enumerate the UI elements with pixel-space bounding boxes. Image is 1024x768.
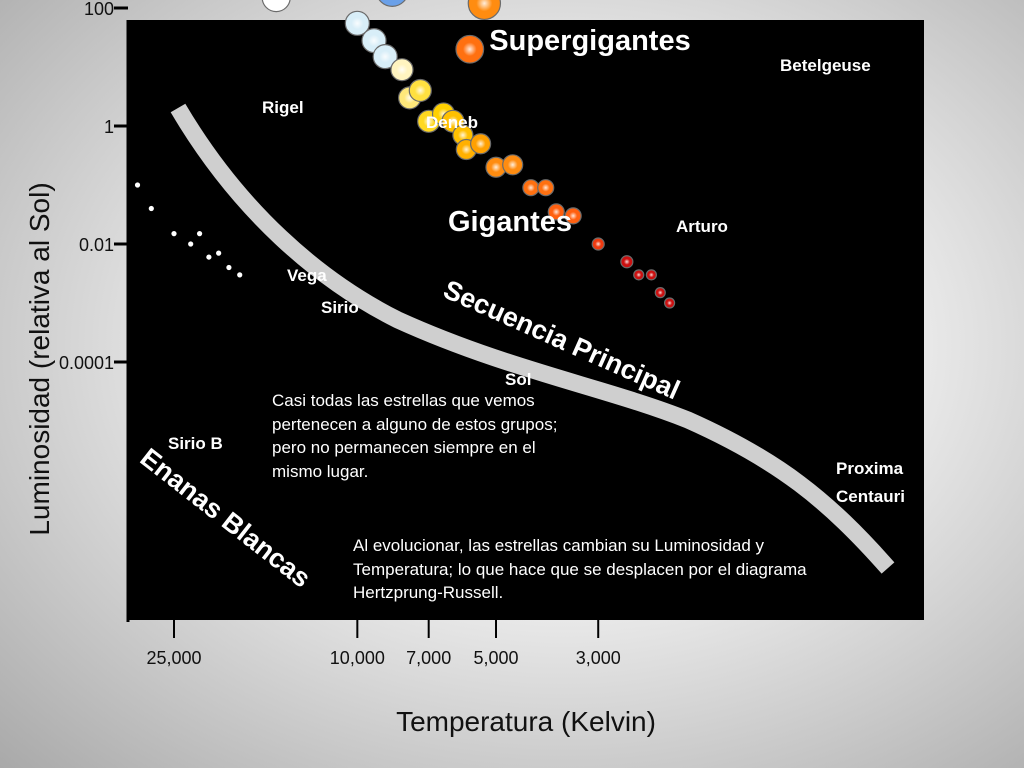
white-dwarf-point: [226, 264, 232, 271]
x-axis-label: Temperatura (Kelvin): [396, 706, 656, 737]
star-glow: [503, 155, 522, 174]
region-label-supergigantes: Supergigantes: [489, 25, 690, 57]
star-glow: [549, 204, 564, 220]
star-glow: [469, 0, 499, 18]
star-label-sirio-b: Sirio B: [168, 434, 223, 453]
star-glow: [655, 288, 665, 298]
star-glow: [634, 270, 644, 280]
star-label-arturo: Arturo: [676, 217, 728, 236]
star-glow: [523, 180, 539, 195]
star-glow: [646, 270, 656, 280]
white-dwarf-point: [196, 231, 203, 237]
y-tick-label: 0.0001: [59, 353, 114, 373]
white-dwarf-point: [206, 254, 212, 260]
star-glow: [565, 208, 581, 224]
star-glow: [665, 298, 675, 308]
star-glow: [346, 12, 369, 35]
x-tick-label: 7,000: [406, 648, 451, 668]
white-dwarf-point: [148, 205, 154, 212]
y-tick-label: 100: [84, 0, 114, 19]
star-label-sol: Sol: [505, 370, 531, 389]
x-tick-label: 10,000: [330, 648, 385, 668]
note-evolucion: Al evolucionar, las estrellas cambian su…: [353, 536, 807, 602]
x-tick-label: 25,000: [146, 648, 201, 668]
hr-diagram-chart: Supergigantes Gigantes Secuencia Princip…: [134, 0, 905, 593]
white-dwarf-point: [237, 272, 243, 278]
x-tick-label: 3,000: [576, 648, 621, 668]
hr-diagram-plot-area: Supergigantes Gigantes Secuencia Princip…: [128, 0, 924, 620]
white-dwarf-point: [188, 241, 194, 247]
y-tick-label: 1: [104, 117, 114, 137]
star-label-proxima: Proxima: [836, 459, 904, 478]
star-glow: [621, 256, 633, 268]
x-tick-label: 5,000: [473, 648, 518, 668]
region-label-gigantes: Gigantes: [448, 206, 572, 238]
star-glow: [471, 134, 490, 153]
star-glow: [263, 0, 289, 11]
star-label-deneb: Deneb: [426, 113, 478, 132]
star-label-centauri: Centauri: [836, 487, 905, 506]
star-glow: [457, 36, 483, 62]
y-axis-label: Luminosidad (relativa al Sol): [24, 182, 55, 536]
white-dwarf-point: [134, 182, 141, 188]
star-glow: [392, 59, 412, 80]
star-label-rigel: Rigel: [262, 98, 304, 117]
main-sequence-band: [170, 103, 895, 574]
star-label-vega: Vega: [287, 266, 327, 285]
star-glow: [381, 0, 403, 5]
white-dwarf-point: [171, 231, 177, 237]
star-glow: [410, 80, 431, 101]
star-glow: [538, 180, 553, 195]
star-glow: [374, 45, 396, 68]
star-glow: [592, 238, 604, 250]
star-label-betelgeuse: Betelgeuse: [780, 56, 871, 75]
note-grupos: Casi todas las estrellas que vemos perte…: [272, 391, 558, 481]
star-glow: [487, 158, 506, 177]
star-label-sirio: Sirio: [321, 298, 359, 317]
white-dwarf-point: [216, 250, 222, 256]
y-tick-label: 0.01: [79, 235, 114, 255]
